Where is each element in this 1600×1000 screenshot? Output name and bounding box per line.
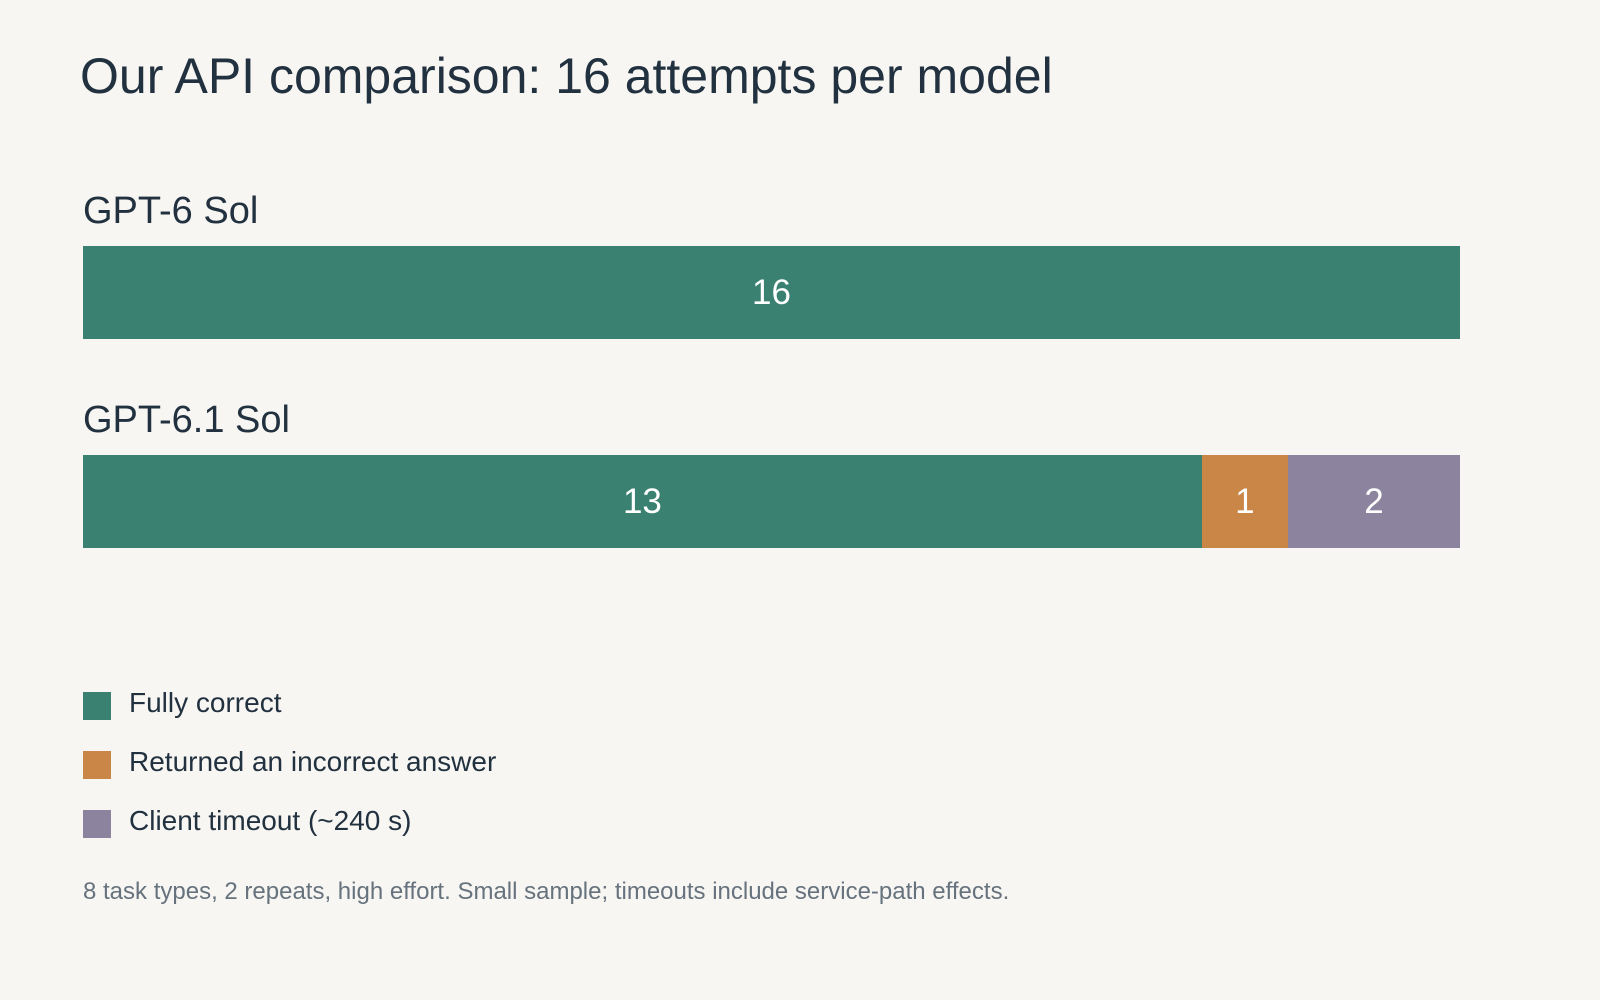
bar-value-label: 2: [1364, 481, 1384, 521]
model-name-label: GPT-6 Sol: [83, 190, 259, 232]
legend-swatch: [83, 809, 111, 838]
stacked-bar: 13 1 2: [83, 455, 1460, 548]
legend-swatch: [83, 691, 111, 720]
footnote: 8 task types, 2 repeats, high effort. Sm…: [83, 878, 1010, 905]
bar-value-label: 13: [622, 481, 662, 521]
legend-label: Returned an incorrect answer: [129, 745, 497, 777]
bar-segment: 2: [1287, 455, 1460, 548]
chart-title: Our API comparison: 16 attempts per mode…: [80, 48, 1053, 104]
legend: Fully correct Returned an incorrect answe…: [83, 676, 496, 853]
stacked-bar: 16: [83, 246, 1460, 339]
legend-item: Client timeout (~240 s): [83, 794, 496, 853]
model-name-label: GPT-6.1 Sol: [83, 399, 290, 441]
bar-value-label: 16: [752, 272, 791, 312]
legend-item: Returned an incorrect answer: [83, 735, 496, 794]
model-row: GPT-6.1 Sol 13 1 2: [83, 397, 1460, 548]
legend-item: Fully correct: [83, 676, 496, 735]
legend-swatch: [83, 750, 111, 779]
bar-segment: 16: [83, 246, 1460, 339]
legend-label: Fully correct: [129, 686, 282, 718]
bar-segment: 13: [83, 455, 1202, 548]
legend-label: Client timeout (~240 s): [129, 804, 412, 836]
bar-value-label: 1: [1235, 481, 1255, 521]
bar-segment: 1: [1201, 455, 1288, 548]
model-row: GPT-6 Sol 16: [83, 188, 1460, 339]
